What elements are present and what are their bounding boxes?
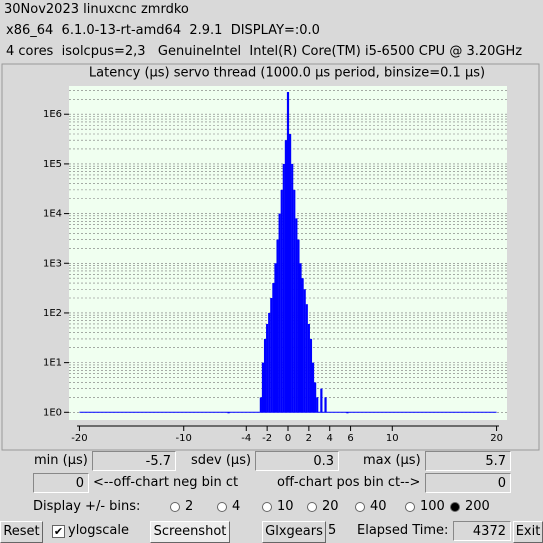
glxgears-count: 5 — [328, 523, 337, 538]
x-tick-label: 0 — [285, 433, 291, 444]
pos-count-field: 0 — [425, 473, 511, 493]
bar — [291, 163, 294, 413]
radio-label: 4 — [232, 499, 241, 514]
checkbox[interactable]: ✔ — [52, 525, 65, 538]
bar — [307, 323, 310, 413]
radio[interactable] — [262, 502, 272, 512]
x-tick-label: 10 — [386, 433, 399, 444]
y-tick-label: 1E2 — [43, 308, 62, 319]
x-tick-label: -2 — [262, 433, 272, 444]
radio[interactable] — [217, 502, 227, 512]
radio-label: 40 — [370, 499, 387, 514]
bar — [295, 218, 298, 413]
bar — [293, 189, 296, 413]
bar — [346, 412, 349, 414]
bar — [280, 189, 283, 413]
radio-label: 100 — [420, 499, 445, 514]
neg-count-field: 0 — [33, 473, 89, 493]
radio[interactable] — [307, 502, 317, 512]
label: Elapsed Time: — [357, 523, 449, 538]
label: <--off-chart neg bin ct — [93, 475, 239, 490]
x-tick-label: 4 — [327, 433, 333, 444]
radio[interactable] — [405, 502, 415, 512]
min-field: -5.7 — [92, 451, 176, 471]
bar — [272, 283, 275, 413]
bar — [324, 397, 327, 413]
reset-button[interactable]: Reset — [0, 521, 43, 543]
bar — [276, 239, 279, 413]
y-tick-label: 1E1 — [43, 358, 62, 369]
x-tick-label: -4 — [241, 433, 251, 444]
bar — [320, 388, 323, 413]
bar — [266, 323, 269, 413]
header-line: x86_64 6.1.0-13-rt-amd64 2.9.1 DISPLAY=:… — [6, 23, 320, 38]
x-tick-label: -20 — [71, 433, 87, 444]
screenshot-button[interactable]: Screenshot — [150, 521, 230, 543]
glxgears-button[interactable]: Glxgears — [262, 521, 326, 543]
bar — [311, 362, 315, 413]
x-tick-label: 6 — [347, 433, 353, 444]
bar — [288, 133, 292, 413]
sdev-field: 0.3 — [255, 451, 339, 471]
bar — [278, 213, 281, 413]
radio[interactable] — [355, 502, 365, 512]
bar — [274, 263, 277, 413]
chart: Latency (µs) servo thread (1000.0 µs per… — [1, 63, 540, 451]
label: Display +/- bins: — [33, 499, 141, 514]
y-tick-label: 1E6 — [43, 109, 62, 120]
bar — [303, 289, 306, 413]
bar — [261, 362, 265, 413]
bar — [282, 163, 285, 413]
label: max (µs) — [363, 453, 421, 468]
radio-label: 10 — [277, 499, 294, 514]
y-tick-label: 1E3 — [43, 258, 62, 269]
exit-button[interactable]: Exit — [513, 521, 543, 543]
x-tick-label: 2 — [306, 433, 312, 444]
max-field: 5.7 — [425, 451, 511, 471]
x-tick-label: 20 — [490, 433, 503, 444]
radio[interactable] — [450, 502, 460, 512]
bar — [305, 304, 308, 413]
bar — [227, 412, 230, 414]
chart-title: Latency (µs) servo thread (1000.0 µs per… — [89, 66, 485, 81]
label: ylogscale — [68, 523, 130, 538]
radio[interactable] — [170, 502, 180, 512]
label: min (µs) — [34, 453, 88, 468]
bar — [286, 92, 290, 413]
bar — [268, 312, 271, 413]
y-tick-label: 1E4 — [43, 209, 62, 220]
y-tick-label: 1E5 — [43, 159, 62, 170]
bar — [263, 338, 267, 413]
label: sdev (µs) — [191, 453, 252, 468]
bar — [297, 239, 300, 413]
y-tick-label: 1E0 — [43, 407, 62, 418]
header-line: 4 cores isolcpus=2,3 GenuineIntel Intel(… — [6, 44, 523, 59]
radio-label: 200 — [465, 499, 490, 514]
label: off-chart pos bin ct--> — [277, 475, 421, 490]
bar — [284, 140, 288, 413]
bar — [316, 397, 319, 413]
x-tick-label: -10 — [176, 433, 192, 444]
bar — [309, 338, 313, 413]
bar — [314, 382, 317, 413]
bar — [301, 278, 304, 413]
bar — [259, 397, 262, 413]
elapsed-field: 4372 — [453, 521, 511, 541]
bar — [270, 297, 273, 413]
header-line: 30Nov2023 linuxcnc zmrdko — [4, 2, 189, 17]
radio-label: 20 — [322, 499, 339, 514]
bar — [299, 263, 302, 413]
radio-label: 2 — [185, 499, 194, 514]
